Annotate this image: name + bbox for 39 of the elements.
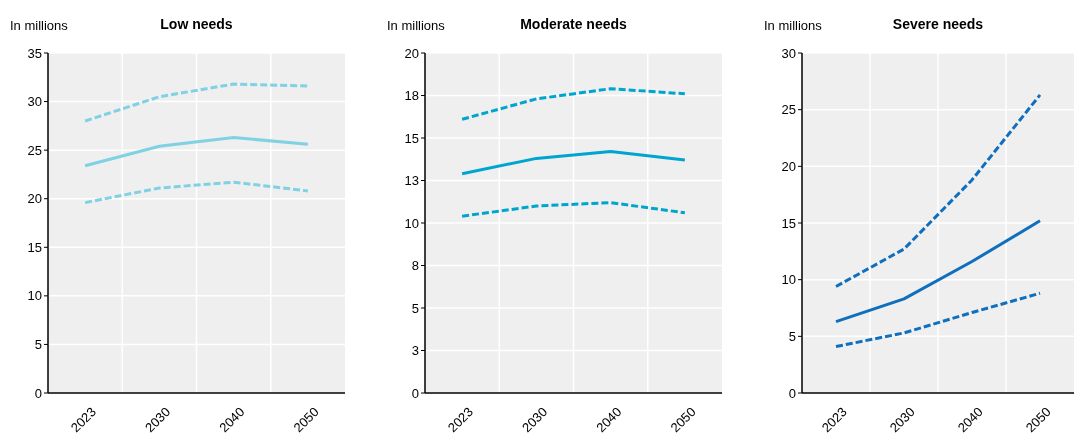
line-series (834, 93, 1042, 288)
y-tick-label: 3 (411, 343, 419, 359)
line-series (834, 219, 1042, 324)
y-tick-label: 20 (27, 191, 42, 207)
y-tick-label: 8 (411, 258, 419, 274)
y-tick-label: 25 (781, 102, 796, 118)
y-tick-label: 15 (404, 130, 419, 146)
y-tick-label: 15 (781, 215, 796, 231)
chart-title: Moderate needs (520, 16, 627, 32)
y-axis-title: In millions (10, 18, 68, 33)
y-axis-title: In millions (387, 18, 445, 33)
y-tick-label: 30 (27, 94, 42, 110)
y-axis-title: In millions (764, 18, 822, 33)
y-tick-label: 10 (27, 288, 42, 304)
y-tick-label: 20 (404, 45, 419, 61)
y-tick-label: 0 (34, 385, 42, 401)
y-tick-label: 15 (27, 239, 42, 255)
chart-title: Low needs (160, 16, 233, 32)
y-tick-label: 25 (27, 142, 42, 158)
y-tick-label: 0 (788, 385, 796, 401)
line-series (83, 180, 310, 205)
y-tick-label: 20 (781, 158, 796, 174)
y-tick-label: 0 (411, 385, 419, 401)
y-tick-label: 5 (411, 300, 419, 316)
y-tick-label: 18 (404, 88, 419, 104)
line-series (460, 150, 687, 176)
y-tick-label: 30 (781, 45, 796, 61)
line-series (83, 136, 310, 168)
line-series (460, 87, 687, 121)
y-tick-label: 10 (404, 215, 419, 231)
y-tick-label: 5 (788, 328, 796, 344)
y-tick-label: 10 (781, 272, 796, 288)
line-series (83, 82, 310, 123)
y-tick-label: 13 (404, 173, 419, 189)
chart-title: Severe needs (892, 16, 984, 32)
line-series (460, 201, 687, 218)
y-tick-label: 35 (27, 45, 42, 61)
y-tick-label: 5 (34, 337, 42, 353)
line-series (834, 291, 1042, 349)
